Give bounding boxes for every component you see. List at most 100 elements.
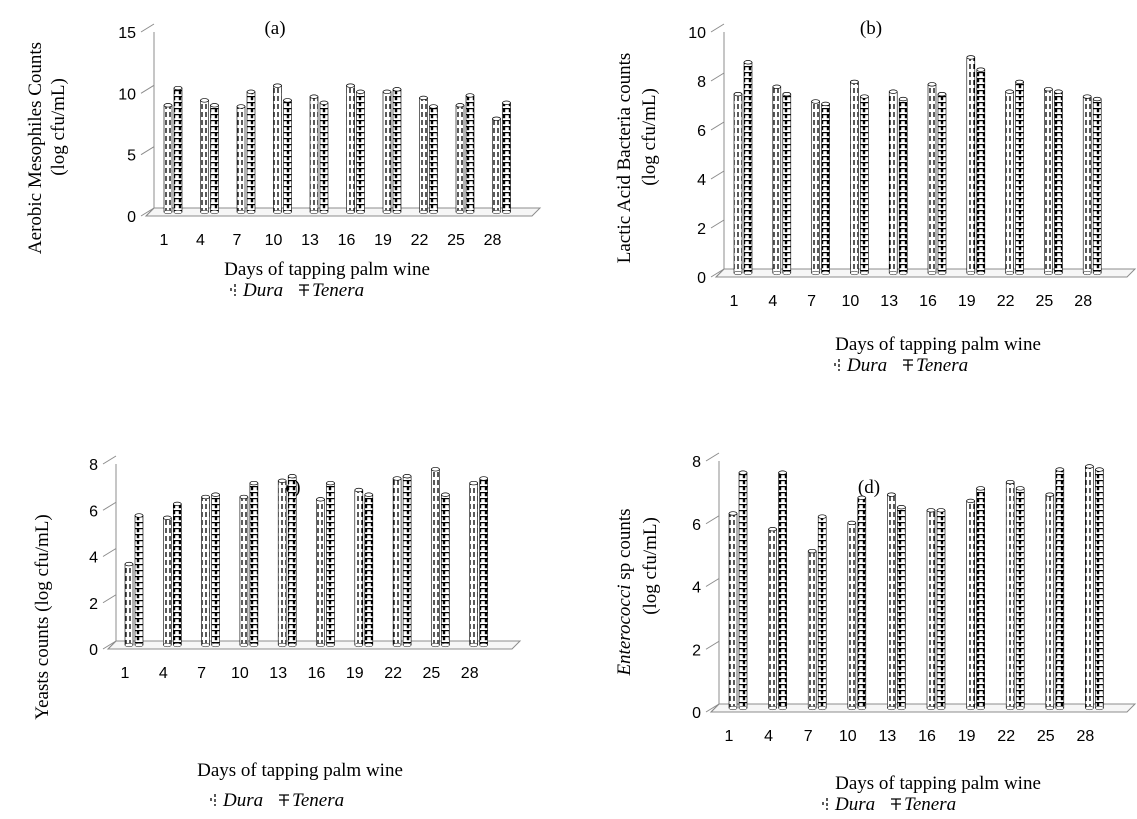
y-tick-label: 0: [127, 209, 136, 226]
legend-swatch: [230, 284, 236, 296]
y-tick-mark: [140, 207, 155, 217]
x-tick-label: 7: [197, 665, 206, 682]
x-tick-label: 4: [768, 293, 777, 310]
legend-item-dura: Dura: [230, 280, 283, 301]
y-tick-mark: [140, 146, 155, 156]
bar-dura: [927, 82, 937, 276]
bar-tenera: [898, 96, 908, 276]
y-tick-label: 0: [89, 642, 98, 659]
bar-tenera: [857, 495, 867, 711]
x-tick-label: 19: [958, 293, 976, 310]
bar-tenera: [778, 470, 787, 711]
x-tick-label: 10: [839, 728, 857, 745]
legend-swatch: [834, 359, 840, 371]
legend-swatch: [299, 284, 309, 296]
bar-dura: [163, 103, 173, 215]
bar-tenera: [429, 104, 438, 215]
y-axis-label: Enterococci sp counts: [614, 508, 635, 676]
legend-swatch: [279, 794, 289, 806]
y-tick-label: 8: [692, 454, 701, 471]
x-tick-label: 1: [160, 232, 169, 249]
bar-dura: [492, 116, 501, 215]
y-tick-mark: [102, 501, 117, 511]
bar-dura: [926, 508, 936, 711]
x-tick-label: 19: [346, 665, 364, 682]
bar-dura: [354, 487, 364, 648]
y-tick-mark: [102, 455, 117, 465]
legend-item-dura: Dura: [210, 790, 263, 811]
bar-dura: [455, 103, 465, 215]
bar-tenera: [817, 514, 827, 711]
bar-dura: [1005, 479, 1015, 711]
bar-tenera: [937, 91, 947, 276]
x-tick-label: 25: [1037, 728, 1055, 745]
bar-tenera: [976, 67, 986, 276]
legend: Dura Tenera: [230, 280, 364, 301]
bar-dura: [807, 548, 817, 711]
y-tick-label: 0: [692, 705, 701, 722]
y-tick-mark: [705, 452, 720, 462]
x-tick-label: 22: [997, 728, 1015, 745]
x-tick-label: 28: [484, 232, 502, 249]
legend-item-tenera: Tenera: [891, 794, 956, 815]
y-tick-label: 2: [692, 642, 701, 659]
bar-dura: [419, 95, 428, 215]
y-tick-mark: [102, 640, 117, 650]
chart-title: (b): [860, 18, 882, 39]
bar-tenera: [246, 89, 256, 215]
bar-tenera: [173, 85, 183, 215]
bar-tenera: [211, 492, 220, 648]
chart-title: (a): [264, 18, 285, 39]
x-tick-label: 1: [121, 665, 130, 682]
bar-dura: [887, 492, 896, 711]
x-tick-label: 13: [879, 728, 897, 745]
bar-dura: [847, 520, 857, 711]
y-axis-label: Lactic Acid Bacteria counts: [614, 53, 635, 264]
bar-dura: [309, 94, 319, 215]
legend-label: Dura: [242, 280, 283, 301]
x-tick-label: 28: [1077, 728, 1095, 745]
bar-tenera: [326, 480, 335, 648]
bar-tenera: [782, 91, 792, 276]
x-tick-label: 1: [730, 293, 739, 310]
y-tick-label: 6: [697, 123, 706, 140]
y-tick-label: 2: [697, 221, 706, 238]
bar-tenera: [392, 87, 402, 215]
x-axis-label: Days of tapping palm wine: [835, 334, 1041, 355]
legend: Dura Tenera: [822, 794, 956, 815]
legend-label: Dura: [834, 794, 875, 815]
bar-tenera: [465, 93, 475, 215]
y-axis-label-unit: (log cfu/mL): [48, 78, 69, 176]
x-tick-label: 10: [842, 293, 860, 310]
y-tick-label: 0: [697, 270, 706, 287]
legend-label: Dura: [222, 790, 263, 811]
bar-dura: [728, 511, 738, 711]
bar-tenera: [356, 89, 365, 215]
legend: Dura Tenera: [834, 355, 968, 376]
legend-label: Tenera: [916, 355, 968, 376]
x-tick-label: 13: [880, 293, 898, 310]
x-tick-label: 16: [308, 665, 326, 682]
y-tick-label: 10: [688, 25, 706, 42]
x-tick-label: 25: [447, 232, 465, 249]
legend-label: Tenera: [312, 280, 364, 301]
bar-tenera: [936, 508, 946, 711]
legend: Dura Tenera: [210, 790, 344, 811]
y-tick-mark: [710, 121, 725, 131]
legend-label: Tenera: [904, 794, 956, 815]
bar-tenera: [210, 103, 219, 215]
bar-dura: [733, 91, 743, 276]
bar-dura: [469, 480, 479, 648]
bar-tenera: [1054, 89, 1063, 276]
x-tick-label: 22: [997, 293, 1015, 310]
y-tick-mark: [710, 268, 725, 278]
y-axis-label-unit: (log cfu/mL): [639, 88, 660, 186]
y-tick-label: 5: [127, 148, 136, 165]
bar-tenera: [283, 98, 292, 215]
bar-dura: [200, 98, 209, 215]
bar-tenera: [1055, 467, 1065, 711]
bar-tenera: [402, 474, 412, 648]
y-axis-label: Aerobic Mesophiles Counts: [25, 42, 46, 254]
x-tick-label: 16: [918, 728, 936, 745]
